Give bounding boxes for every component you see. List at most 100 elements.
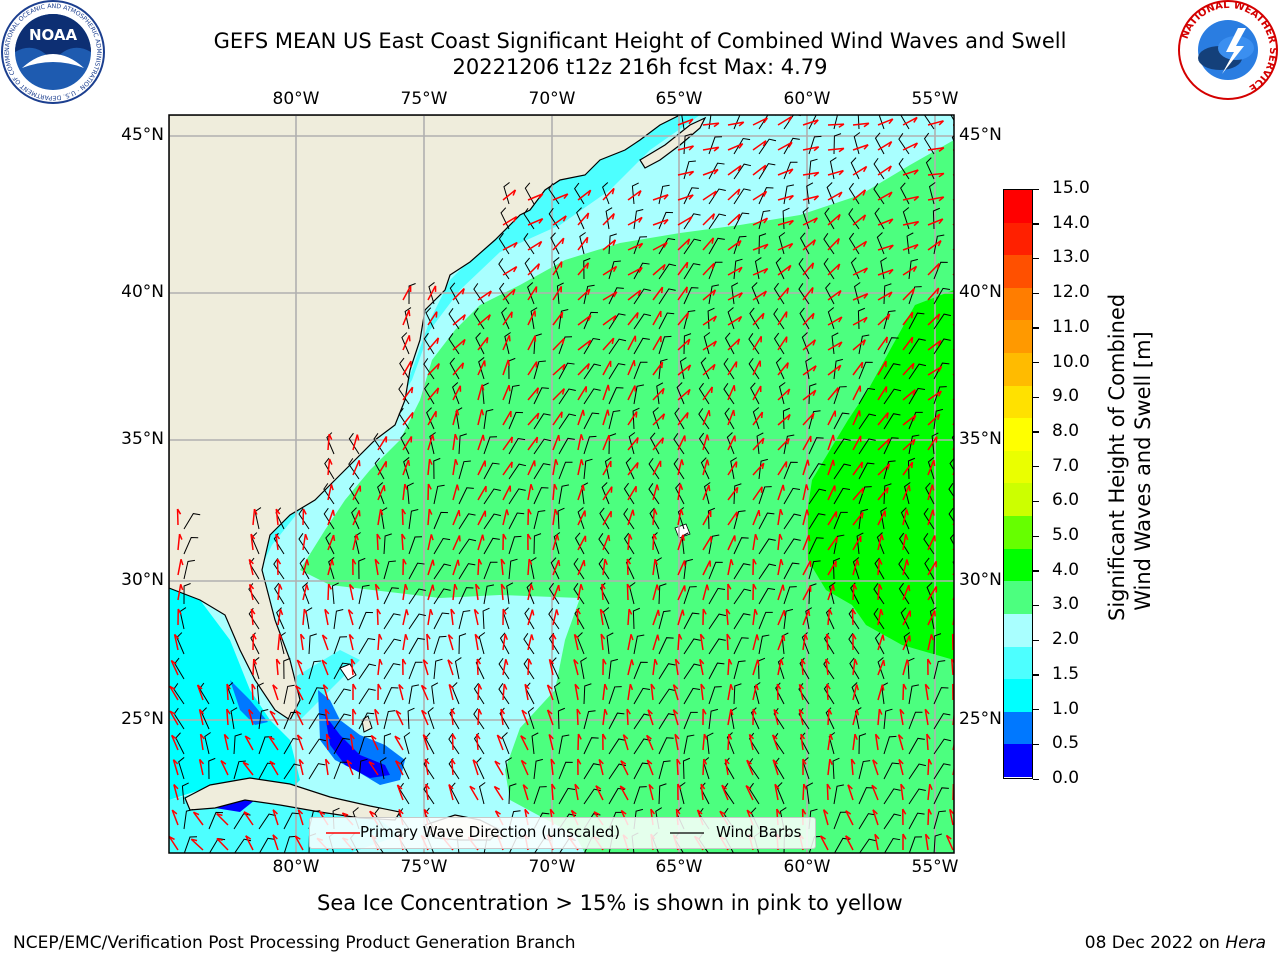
wind-barb [733, 537, 749, 555]
wave-direction-arrow [822, 809, 829, 826]
wind-barb [183, 809, 194, 830]
wind-barb [883, 283, 892, 305]
wind-barb [707, 307, 715, 330]
wave-direction-arrow [577, 339, 592, 351]
wind-barb [550, 557, 560, 580]
wave-direction-arrow [243, 811, 254, 826]
wave-direction-arrow [802, 171, 820, 177]
wave-direction-arrow [452, 433, 459, 451]
wave-direction-arrow [702, 262, 715, 276]
wind-barb [183, 559, 195, 580]
wind-barb [683, 333, 692, 355]
wind-barb [783, 562, 800, 580]
wind-barb [501, 307, 510, 330]
wave-direction-arrow [394, 760, 404, 776]
wind-barb [533, 360, 546, 380]
wind-barb [908, 711, 923, 730]
wave-direction-arrow [702, 708, 707, 726]
wave-direction-arrow [477, 290, 492, 301]
wave-direction-arrow [802, 534, 811, 551]
wind-barb [959, 361, 971, 379]
wave-direction-arrow [477, 434, 485, 451]
wave-direction-arrow [527, 286, 538, 301]
wave-direction-arrow [752, 117, 768, 126]
wave-direction-arrow [298, 758, 304, 776]
wave-direction-arrow [577, 262, 590, 276]
wind-barb [408, 509, 419, 530]
wave-direction-arrow [602, 534, 611, 551]
wind-barb [708, 115, 712, 130]
wave-direction-arrow [190, 838, 204, 851]
wave-direction-arrow [244, 735, 254, 751]
wave-direction-arrow [652, 194, 669, 201]
wind-barb [758, 611, 773, 630]
wave-direction-arrow [502, 509, 510, 526]
wave-direction-arrow [827, 410, 837, 426]
wave-direction-arrow [374, 708, 380, 726]
wind-barb [408, 661, 423, 680]
wind-barb [883, 735, 897, 755]
wave-direction-arrow [169, 835, 179, 851]
wave-direction-arrow [348, 583, 355, 601]
wind-barb [683, 663, 702, 680]
wind-barb [733, 483, 742, 505]
wind-barb [832, 757, 840, 780]
wind-barb [773, 282, 785, 305]
wind-barb [598, 557, 610, 580]
wave-direction-arrow [677, 783, 682, 801]
wind-barb [433, 658, 443, 680]
wave-direction-arrow [502, 266, 518, 276]
wave-direction-arrow [877, 583, 883, 601]
noaa-logo-icon: NATIONAL OCEANIC AND ATMOSPHERIC ADMINIS… [0, 0, 105, 104]
wind-barb [274, 582, 285, 605]
wave-direction-arrow [527, 634, 534, 651]
wind-barb [748, 333, 760, 355]
wave-direction-arrow [550, 758, 556, 776]
wave-direction-arrow [726, 633, 731, 651]
wind-barb [959, 211, 971, 229]
wave-direction-arrow [552, 337, 565, 351]
wind-barb [633, 661, 648, 680]
wind-barb [478, 632, 486, 655]
colorbar-bin [1004, 190, 1032, 223]
wave-direction-arrow [502, 215, 518, 226]
wave-direction-arrow [752, 708, 757, 726]
wind-barb [608, 313, 626, 330]
wind-barb [808, 115, 817, 130]
wind-barb [683, 687, 701, 705]
wind-barb [778, 382, 786, 405]
nova-scotia-land [639, 116, 707, 169]
wave-direction-arrow [727, 213, 741, 226]
wind-barb [527, 282, 535, 305]
wind-barb [433, 635, 447, 655]
wind-barb [302, 582, 310, 605]
wave-direction-arrow [924, 708, 930, 726]
colorbar-tick-mark [1033, 223, 1039, 225]
wind-barb [358, 712, 375, 730]
wave-direction-arrow [752, 140, 767, 151]
wave-direction-arrow [176, 508, 182, 526]
wave-direction-arrow [798, 683, 804, 701]
wave-direction-arrow [852, 385, 862, 401]
wave-direction-arrow [877, 268, 894, 276]
wind-barb [573, 583, 585, 605]
wind-barb [383, 560, 396, 580]
wind-barb [724, 407, 735, 430]
wave-direction-arrow [527, 335, 537, 351]
wave-direction-arrow [622, 734, 629, 751]
wave-direction-arrow [852, 658, 858, 676]
wind-barb [423, 358, 435, 380]
wave-direction-arrow [951, 633, 954, 651]
wave-direction-arrow [327, 559, 335, 576]
wave-direction-arrow [502, 410, 512, 426]
chart-subtitle: 20221206 t12z 216h fcst Max: 4.79 [452, 55, 828, 79]
wind-barb [933, 234, 945, 255]
wind-barb [676, 382, 685, 405]
wave-direction-arrow [602, 291, 618, 301]
wind-barb [858, 813, 876, 830]
wave-direction-arrow [727, 559, 734, 576]
wind-barb [758, 587, 776, 605]
wind-barb [604, 457, 612, 480]
wind-barb [608, 658, 618, 680]
wave-direction-arrow [220, 760, 229, 776]
